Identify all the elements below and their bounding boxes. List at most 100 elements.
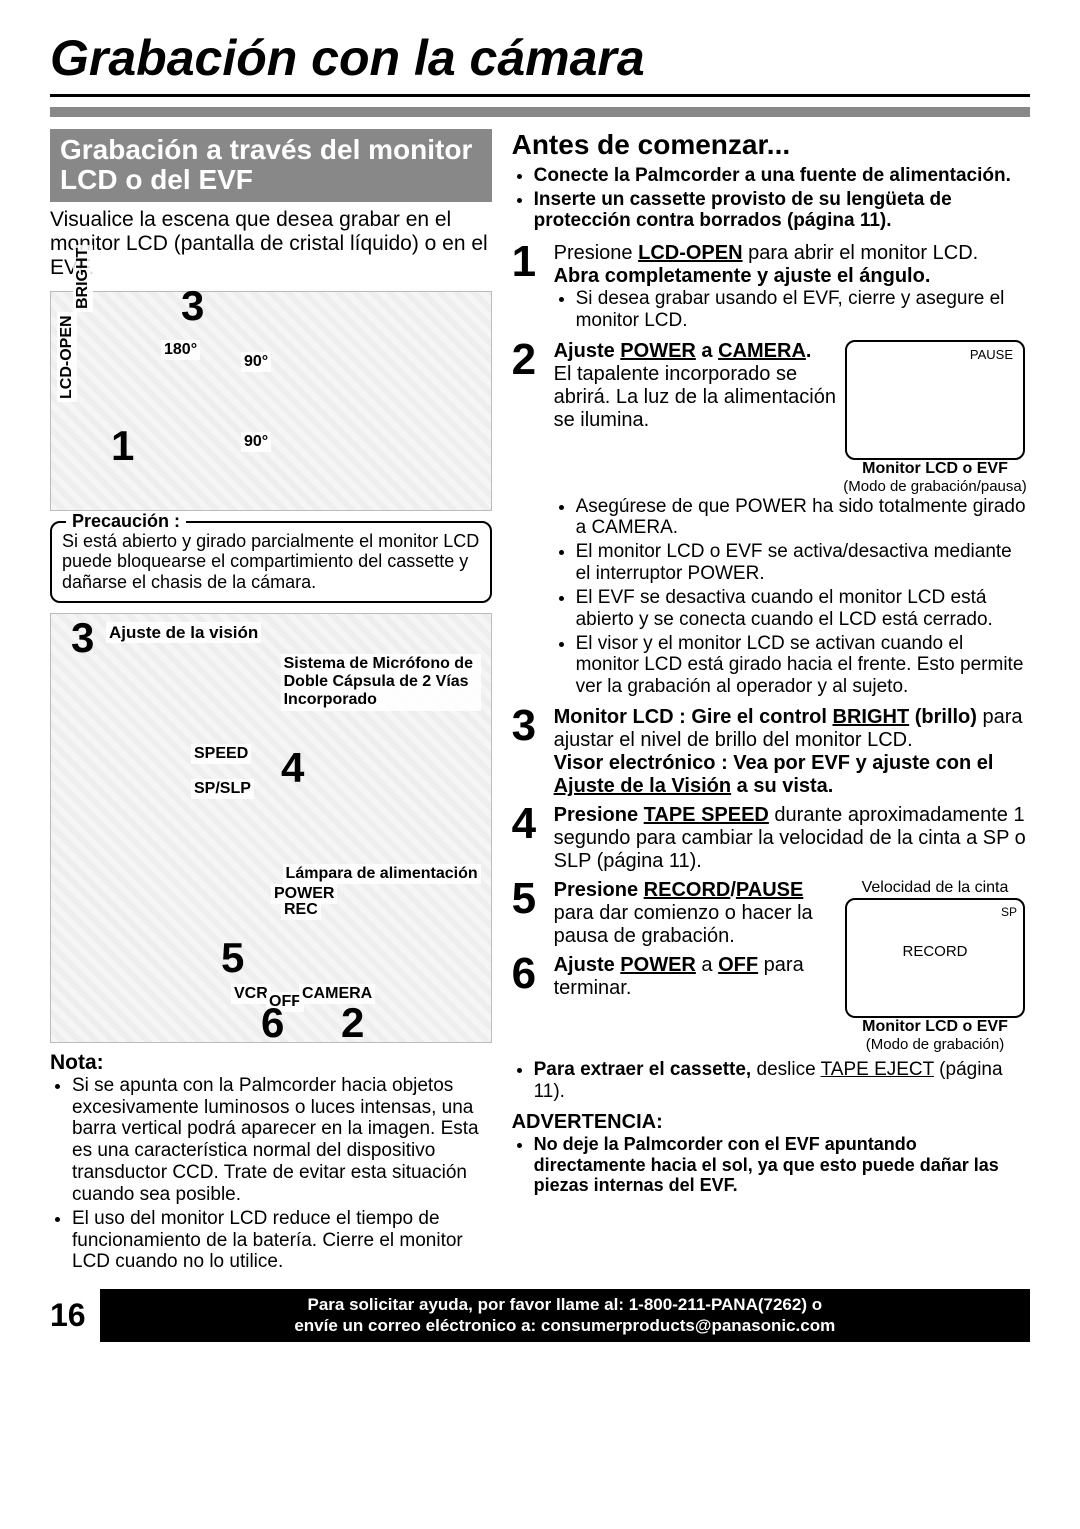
title-underline-bar [50,107,1030,117]
screen5-top: Velocidad de la cinta [840,879,1030,897]
footer-line1: Para solicitar ayuda, por favor llame al… [307,1295,822,1314]
screen-pause-box: PAUSE [845,340,1025,460]
step2-power: POWER [620,340,696,362]
page-footer: 16 Para solicitar ayuda, por favor llame… [50,1289,1030,1342]
footer-line2: envíe un correo eléctronico a: consumerp… [294,1316,835,1335]
label-lcd-open: LCD-OPEN [57,312,77,402]
left-column: Grabación a través del monitor LCD o del… [50,129,492,1276]
step5-e: para dar comienzo o hacer la pausa de gr… [554,902,813,947]
step3-e: Visor electrónico : Vea por EVF y ajuste… [554,752,994,774]
step-number: 6 [512,954,550,994]
step6-a: Ajuste [554,954,621,976]
two-column-layout: Grabación a través del monitor LCD o del… [50,129,1030,1276]
step-3: 3 Monitor LCD : Gire el control BRIGHT (… [512,706,1030,798]
step2-e: . [806,340,812,362]
right-column: Antes de comenzar... Conecte la Palmcord… [512,129,1030,1276]
label-90deg-a: 90° [241,352,271,372]
callout-5: 5 [221,934,244,982]
screen-sp: SP [853,906,1017,920]
step5-record: RECORD [644,879,731,901]
step6-off: OFF [718,954,758,976]
step2-a: Ajuste [554,340,621,362]
eject-a: Para extraer el cassette, [534,1059,752,1080]
label-rec: REC [281,900,321,920]
step2-bullet: El visor y el monitor LCD se activan cua… [576,633,1030,699]
before-start-heading: Antes de comenzar... [512,129,1030,161]
screen-pause-label: PAUSE [853,348,1017,363]
label-microphone-system: Sistema de Micrófono de Doble Cápsula de… [281,654,481,711]
screen2-caption2: (Modo de grabación/pausa) [840,478,1030,495]
step6-c: a [696,954,718,976]
step-2: 2 PAUSE Monitor LCD o EVF (Modo de graba… [512,340,1030,700]
step2-bullet: El monitor LCD o EVF se activa/desactiva… [576,541,1030,585]
step3-a: Monitor LCD : Gire el control [554,706,833,728]
step1-text-d: Abra completamente y ajuste el ángulo. [554,265,931,287]
step3-f: Ajuste de la Visión [554,775,731,797]
step1-lcd-open: LCD-OPEN [638,242,742,264]
step3-c: (brillo) [909,706,977,728]
callout-2: 2 [341,999,364,1047]
step2-c: a [696,340,718,362]
note-item: El uso del monitor LCD reduce el tiempo … [72,1208,492,1274]
warning-body: No deje la Palmcorder con el EVF apuntan… [534,1134,1030,1196]
note-title: Nota: [50,1051,492,1075]
label-bright: BRIGHT [73,244,93,311]
steps-5-6-group: Velocidad de la cinta SP RECORD Monitor … [512,879,1030,1053]
step5-a: Presione [554,879,644,901]
step2-bullet: Asegúrese de que POWER ha sido totalment… [576,496,1030,540]
step2-bullet: El EVF se desactiva cuando el monitor LC… [576,587,1030,631]
page-number: 16 [50,1297,86,1334]
note-list: Si se apunta con la Palmcorder hacia obj… [72,1075,492,1274]
before-item: Conecte la Palmcorder a una fuente de al… [534,165,1030,187]
step3-bright: BRIGHT [833,706,910,728]
caution-body: Si está abierto y girado parcialmente el… [62,531,479,592]
callout-3: 3 [181,282,204,330]
step-number: 1 [512,242,550,282]
screen5-cap1: Monitor LCD o EVF [840,1018,1030,1036]
note-item: Si se apunta con la Palmcorder hacia obj… [72,1075,492,1206]
screen2-caption1: Monitor LCD o EVF [840,460,1030,478]
diagram-camera-body: 3 Ajuste de la visión Sistema de Micrófo… [50,613,492,1043]
callout-1: 1 [111,422,134,470]
callout-4: 4 [281,744,304,792]
page-title: Grabación con la cámara [50,30,1030,97]
label-90deg-b: 90° [241,432,271,452]
callout-6: 6 [261,999,284,1047]
eject-b: deslice [751,1059,820,1080]
label-180deg: 180° [161,340,200,360]
step-number: 3 [512,706,550,746]
label-power-lamp: Lámpara de alimentación [283,864,481,884]
step-5: 5 Presione RECORD/PAUSE para dar comienz… [512,879,840,948]
step1-bullet: Si desea grabar usando el EVF, cierre y … [576,288,1030,332]
left-intro-text: Visualice la escena que desea grabar en … [50,208,492,280]
step-number: 5 [512,879,550,919]
step-number: 2 [512,340,550,380]
label-spslp: SP/SLP [191,779,254,799]
before-start-list: Conecte la Palmcorder a una fuente de al… [534,165,1030,233]
caution-box: Precaución : Si está abierto y girado pa… [50,521,492,603]
section-header-lcd-evf: Grabación a través del monitor LCD o del… [50,129,492,203]
eject-c: TAPE EJECT [821,1059,934,1080]
step4-tapespeed: TAPE SPEED [644,804,769,826]
before-item: Inserte un cassette provisto de su lengü… [534,189,1030,233]
step-6: 6 Ajuste POWER a OFF para terminar. [512,954,840,1000]
screen-record-box: SP RECORD [845,898,1025,1018]
step6-power: POWER [620,954,696,976]
label-adjust-vision: Ajuste de la visión [106,622,261,644]
screen5-cap2: (Modo de grabación) [840,1036,1030,1053]
label-speed: SPEED [191,744,251,764]
step-1: 1 Presione LCD-OPEN para abrir el monito… [512,242,1030,334]
step-number: 4 [512,804,550,844]
footer-help-bar: Para solicitar ayuda, por favor llame al… [100,1289,1030,1342]
step2-camera: CAMERA [718,340,806,362]
callout-3b: 3 [71,614,94,662]
diagram-lcd-rotation: 3 1 180° 90° 90° LCD-OPEN BRIGHT [50,291,492,511]
screen-record: RECORD [853,943,1017,960]
caution-title: Precaución : [66,511,186,532]
step4-a: Presione [554,804,644,826]
step-4: 4 Presione TAPE SPEED durante aproximada… [512,804,1030,873]
step2-body: El tapalente incorporado se abrirá. La l… [554,363,836,431]
step5-pause: PAUSE [736,879,803,901]
step1-text-a: Presione [554,242,639,264]
eject-line: Para extraer el cassette, deslice TAPE E… [534,1059,1030,1103]
